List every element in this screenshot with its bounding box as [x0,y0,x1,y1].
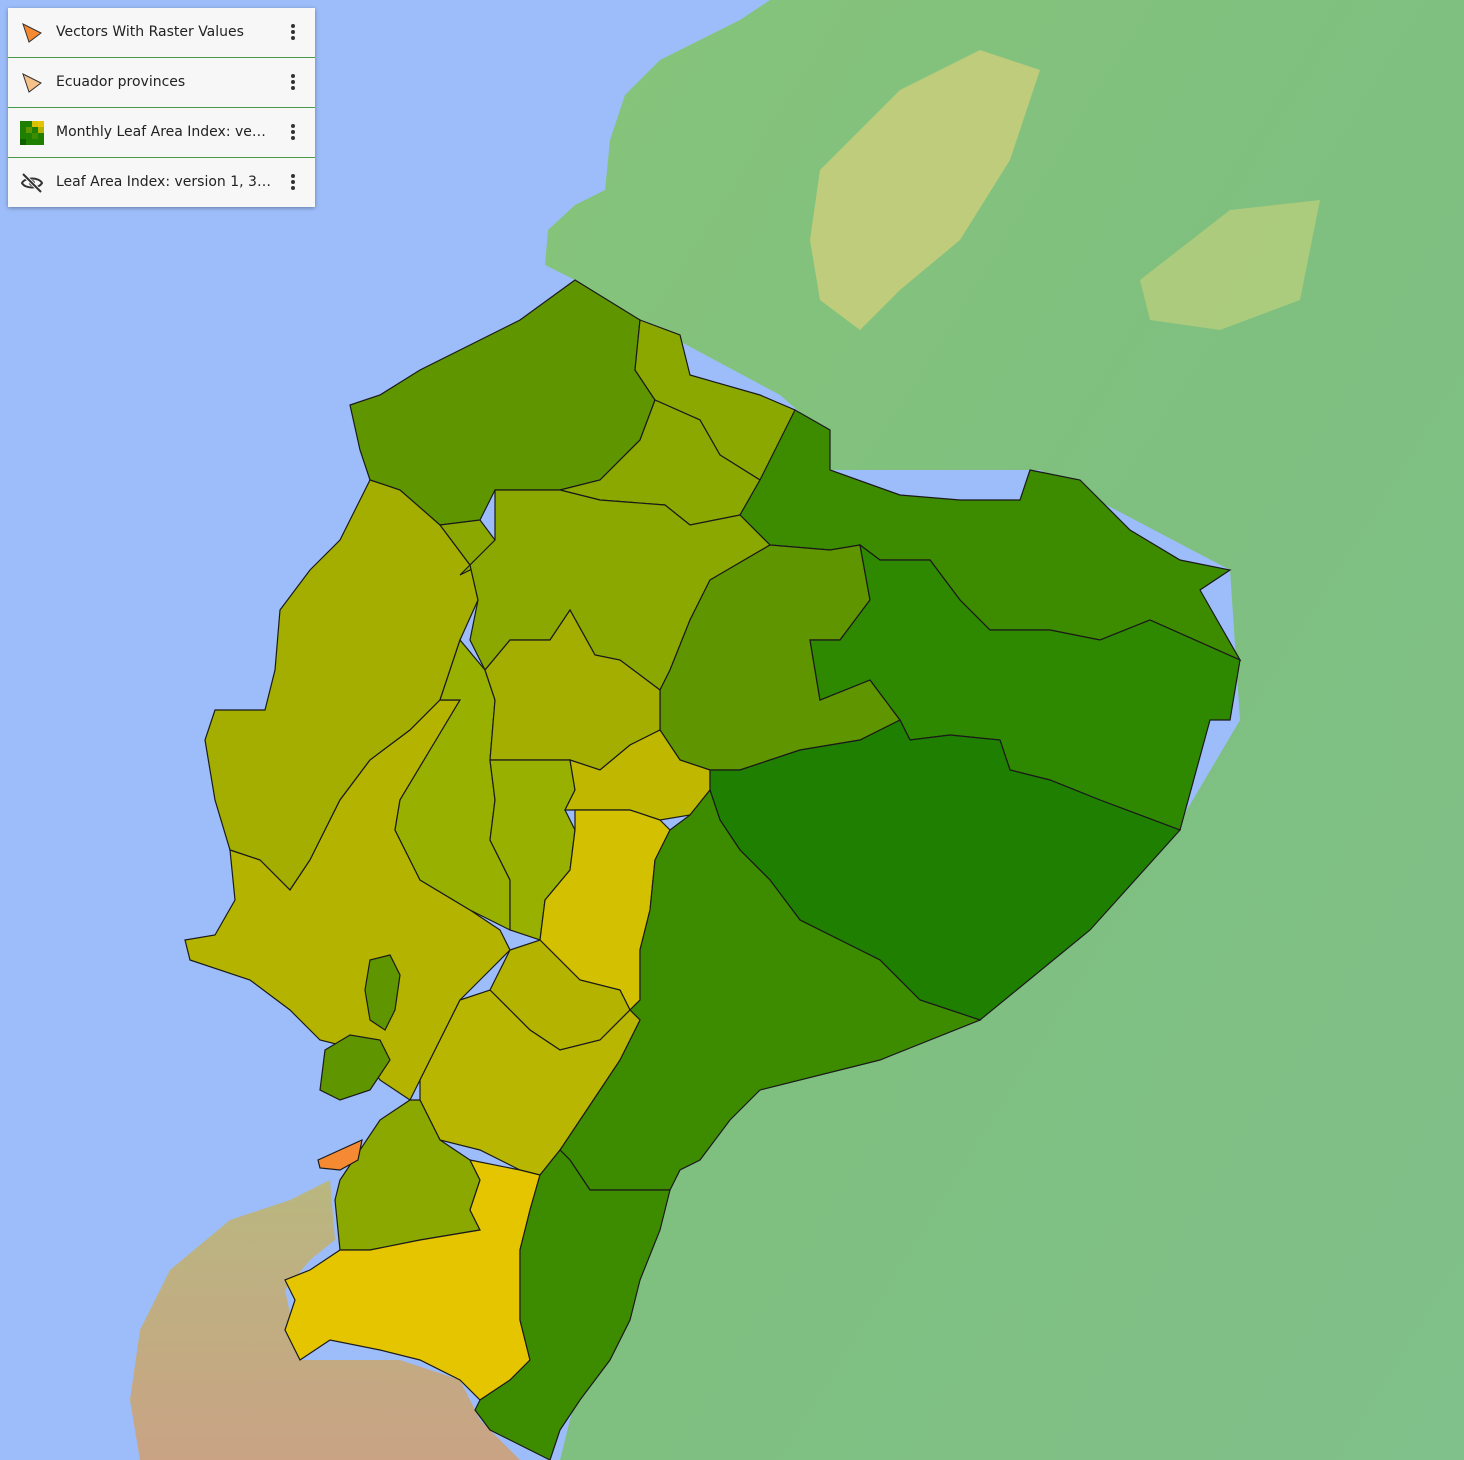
more-options-icon[interactable] [283,22,303,44]
raster-gradient-icon [20,121,44,145]
eye-off-icon[interactable] [20,171,44,195]
layer-label: Monthly Leaf Area Index: vers... [56,124,271,140]
land-peru-coast [130,1180,520,1460]
highlands-east [1140,200,1320,330]
gulf-islands[interactable] [364,954,401,1031]
land-colombia [545,0,1464,1460]
layer-label: Vectors With Raster Values [56,24,244,40]
orange-feature[interactable] [317,1138,363,1171]
island-puna[interactable] [319,1034,391,1101]
andes-highlands [810,50,1040,330]
layer-label: Ecuador provinces [56,74,186,90]
layer-row-monthly-lai[interactable]: Monthly Leaf Area Index: vers... [8,108,315,158]
layer-list-panel: Vectors With Raster Values Ecuador provi… [8,8,315,207]
province-zamora-chinchipe[interactable] [474,1149,671,1460]
layer-label: Leaf Area Index: version 1, 333... [56,174,271,190]
more-options-icon[interactable] [283,172,303,194]
layer-row-lai-hidden[interactable]: Leaf Area Index: version 1, 333... [8,158,315,207]
ecuador-provinces [184,279,1242,1460]
vector-triangle-icon [22,73,42,93]
more-options-icon[interactable] [283,122,303,144]
more-options-icon[interactable] [283,72,303,94]
vector-triangle-icon [22,23,42,43]
layer-row-vectors-with-raster-values[interactable]: Vectors With Raster Values [8,8,315,58]
layer-row-ecuador-provinces[interactable]: Ecuador provinces [8,58,315,108]
